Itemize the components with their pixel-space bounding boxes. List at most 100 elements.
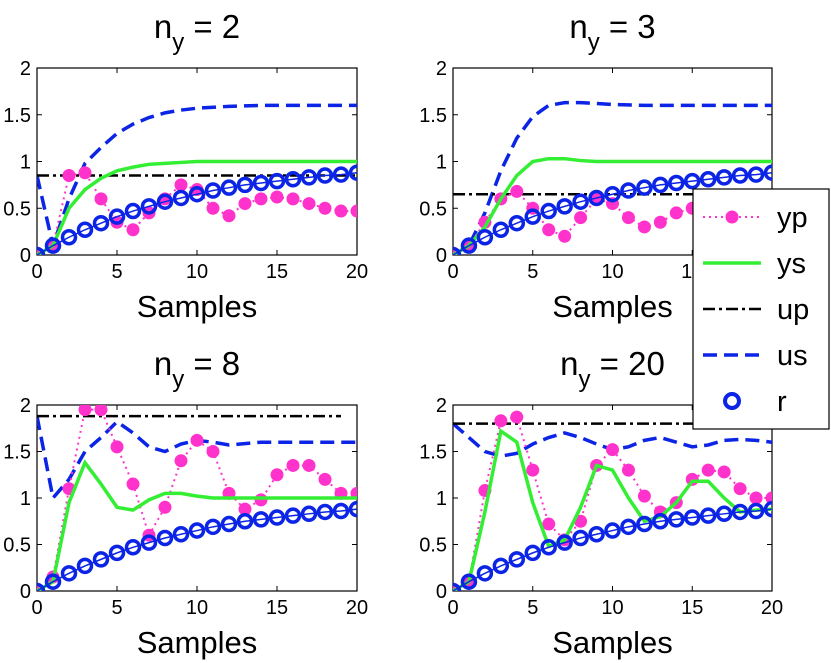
series-r-point bbox=[172, 526, 190, 543]
series-yp-point bbox=[126, 223, 140, 237]
x-axis-label: Samples bbox=[137, 625, 258, 660]
series-yp-point bbox=[701, 463, 715, 477]
x-tick-label: 10 bbox=[186, 597, 208, 619]
y-tick-label: 1 bbox=[20, 152, 31, 174]
legend-item-us: us bbox=[703, 340, 808, 372]
series-us-line bbox=[37, 103, 357, 253]
series-r-point bbox=[731, 167, 749, 184]
series-r-point bbox=[236, 513, 254, 530]
series-r-point bbox=[284, 507, 302, 524]
x-tick-label: 0 bbox=[447, 261, 458, 283]
series-r-point bbox=[763, 500, 772, 518]
series-yp-point bbox=[238, 197, 252, 211]
series-r-point bbox=[460, 573, 478, 590]
series-r-point bbox=[476, 565, 494, 582]
series-ys-line bbox=[453, 428, 772, 591]
series-r-point bbox=[492, 221, 510, 239]
series-r-point bbox=[524, 544, 541, 562]
series-r-point bbox=[763, 164, 772, 181]
plot-area bbox=[37, 103, 357, 255]
series-r-point bbox=[172, 189, 190, 207]
series-yp-point bbox=[318, 201, 332, 215]
title-rest: = 3 bbox=[600, 8, 656, 45]
y-tick-label: 0.5 bbox=[3, 198, 31, 220]
series-yp-point bbox=[542, 517, 556, 531]
series-yp-point bbox=[206, 445, 220, 458]
series-yp-point bbox=[94, 405, 108, 417]
series-yp-point bbox=[222, 209, 236, 223]
x-tick-label: 0 bbox=[447, 597, 458, 619]
y-tick-label: 0 bbox=[436, 245, 447, 267]
series-yp-point bbox=[254, 192, 268, 206]
series-yp-point bbox=[653, 215, 667, 229]
series-r-point bbox=[108, 208, 126, 225]
title-main: n bbox=[560, 345, 578, 382]
series-r-point bbox=[268, 172, 286, 190]
series-r-point bbox=[300, 505, 318, 523]
series-yp-point bbox=[254, 493, 268, 507]
series-r-point bbox=[604, 185, 621, 203]
series-yp-point bbox=[158, 500, 172, 514]
x-axis-label: Samples bbox=[137, 289, 258, 324]
series-yp-point bbox=[318, 472, 332, 486]
series-r-point bbox=[316, 167, 334, 184]
series-r-point bbox=[188, 522, 206, 539]
series-yp-point bbox=[206, 201, 220, 215]
series-yp-point bbox=[621, 463, 635, 477]
legend-label: yp bbox=[777, 202, 808, 234]
subplot-title: ny = 2 bbox=[154, 8, 240, 56]
series-yp-point bbox=[542, 223, 556, 237]
series-r-point bbox=[44, 573, 62, 590]
series-r-point bbox=[204, 182, 222, 199]
series-r-point bbox=[572, 193, 589, 210]
series-ys-line bbox=[37, 459, 357, 591]
series-r-point bbox=[92, 214, 110, 232]
x-tick-label: 10 bbox=[186, 261, 208, 283]
series-r-point bbox=[220, 515, 238, 533]
series-yp-point bbox=[286, 192, 300, 206]
series-yp-point bbox=[334, 204, 348, 218]
series-yp-point bbox=[302, 458, 316, 472]
x-tick-label: 5 bbox=[111, 597, 122, 619]
series-yp-point bbox=[749, 491, 763, 505]
legend-marker-r bbox=[723, 392, 741, 410]
series-r-point bbox=[268, 509, 286, 526]
series-yp-point bbox=[286, 458, 300, 472]
series-yp-point bbox=[526, 463, 540, 477]
x-tick-label: 10 bbox=[601, 261, 623, 283]
legend-item-yp: yp bbox=[703, 202, 808, 234]
series-r-point bbox=[92, 551, 110, 568]
series-r-point bbox=[76, 557, 94, 575]
series-r-point bbox=[588, 526, 605, 543]
title-rest: = 8 bbox=[184, 345, 240, 382]
x-axis-label: Samples bbox=[552, 289, 673, 324]
y-tick-label: 2 bbox=[20, 58, 31, 80]
legend-label: ys bbox=[777, 248, 806, 280]
series-yp-point bbox=[238, 502, 252, 516]
series-r-point bbox=[715, 505, 733, 523]
series-yp-point bbox=[606, 443, 619, 457]
series-ys-line bbox=[453, 156, 772, 255]
y-tick-label: 1.5 bbox=[419, 442, 447, 464]
y-tick-label: 2 bbox=[436, 58, 447, 80]
series-r-point bbox=[540, 539, 557, 556]
series-yp-point bbox=[510, 184, 524, 198]
plot-area bbox=[453, 100, 772, 255]
series-r-point bbox=[747, 502, 765, 520]
series-r-point bbox=[524, 208, 541, 225]
series-r-point bbox=[508, 214, 526, 232]
x-tick-label: 15 bbox=[681, 597, 703, 619]
series-r-point bbox=[124, 202, 142, 220]
subplot-title: ny = 3 bbox=[569, 8, 655, 56]
series-r-point bbox=[731, 503, 749, 521]
y-tick-label: 0 bbox=[436, 581, 447, 603]
x-tick-label: 5 bbox=[527, 261, 538, 283]
title-subscript: y bbox=[172, 29, 184, 56]
series-r-point bbox=[188, 185, 206, 203]
series-r-point bbox=[236, 176, 254, 194]
series-r-point bbox=[220, 179, 238, 196]
